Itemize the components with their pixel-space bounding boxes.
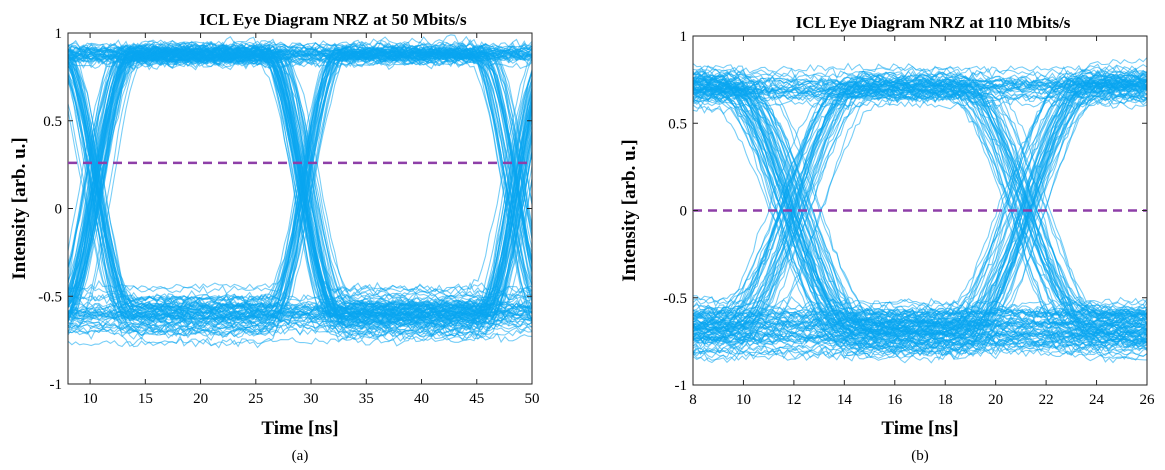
x-tick-label: 15 [138,391,153,407]
waveform-trace [68,45,532,322]
y-tick-label: 0 [55,202,63,218]
x-tick-label: 26 [1140,392,1156,408]
waveform-trace [693,91,1147,347]
x-tick-label: 35 [359,391,374,407]
y-tick-label: 0.5 [668,116,687,132]
waveform-trace [68,47,532,312]
waveform-trace [693,62,1147,317]
x-tick-label: 30 [304,391,319,407]
chart-title: ICL Eye Diagram NRZ at 110 Mbits/s [796,13,1071,32]
x-tick-label: 20 [193,391,208,407]
y-ticks: -1 -0.5 0 0.5 1 [38,26,532,393]
panel-caption: (b) [911,448,929,464]
waveform-trace [693,66,1147,80]
waveform-trace [68,49,532,314]
x-ticks: 8 10 12 14 16 18 20 22 24 26 [689,36,1155,408]
x-axis-label: Time [ns] [881,418,958,439]
trace-bundle [693,57,1147,364]
x-tick-label: 14 [837,392,853,408]
x-tick-label: 22 [1039,392,1054,408]
waveform-trace [693,70,1147,361]
y-tick-label: -0.5 [663,291,687,307]
y-tick-label: 1 [55,26,63,42]
waveform-trace [693,82,1147,343]
waveform-trace [693,67,1147,324]
waveform-trace [68,45,532,319]
waveform-trace [693,76,1147,88]
waveform-trace [68,55,532,312]
waveform-trace [693,85,1147,328]
waveform-trace [693,89,1147,339]
x-tick-label: 16 [887,392,903,408]
x-axis-label: Time [ns] [261,418,338,439]
x-tick-label: 45 [469,391,484,407]
chart-title: ICL Eye Diagram NRZ at 50 Mbits/s [199,10,467,29]
waveform-trace [693,75,1147,342]
waveform-trace [693,345,1147,360]
waveform-trace [68,132,532,338]
waveform-trace [68,103,532,310]
y-tick-label: -1 [50,377,63,393]
waveform-trace [68,319,532,334]
x-tick-label: 8 [689,392,697,408]
x-tick-label: 10 [736,392,751,408]
waveform-trace [68,50,532,331]
waveform-trace [68,55,532,292]
waveform-trace [68,50,532,305]
waveform-trace [693,332,1147,348]
waveform-trace [693,98,1147,337]
waveform-trace [68,44,532,327]
waveform-trace [693,97,1147,111]
waveform-trace [693,89,1147,331]
waveform-trace [68,47,532,318]
waveform-trace [68,117,532,331]
x-tick-label: 12 [786,392,801,408]
waveform-trace [693,88,1147,331]
waveform-trace [693,83,1147,315]
y-tick-label: 0 [680,204,688,220]
waveform-trace [68,289,532,303]
waveform-trace [68,73,532,349]
x-ticks: 10 15 20 25 30 35 40 45 50 [83,33,540,407]
waveform-trace [693,63,1147,335]
panel-caption: (a) [292,448,309,464]
waveform-trace [693,317,1147,331]
x-tick-label: 24 [1089,392,1105,408]
waveform-trace [68,49,532,325]
eye-diagram-110mbps: 8 10 12 14 16 18 20 22 24 26 -1 -0.5 0 0.5 1 ICL Eye … [619,13,1155,464]
eye-diagram-50mbps: 10 15 20 25 30 35 40 45 50 -1 -0.5 0 0.5 1 ICL Eye D… [9,10,540,464]
waveform-trace [693,339,1147,355]
y-axis-label: Intensity [arb. u.] [9,137,30,280]
waveform-trace [68,45,532,335]
y-tick-label: 1 [680,29,688,45]
y-tick-label: -0.5 [38,289,62,305]
x-tick-label: 10 [83,391,98,407]
y-ticks: -1 -0.5 0 0.5 1 [663,29,1147,394]
waveform-trace [693,78,1147,338]
waveform-trace [693,71,1147,331]
x-tick-label: 50 [525,391,540,407]
y-tick-label: 0.5 [43,114,62,130]
waveform-trace [693,87,1147,350]
waveform-trace [693,90,1147,364]
x-tick-label: 25 [248,391,263,407]
waveform-trace [693,84,1147,332]
waveform-trace [68,50,532,295]
x-tick-label: 18 [938,392,953,408]
y-tick-label: -1 [675,378,688,394]
x-tick-label: 40 [414,391,429,407]
waveform-trace [68,56,532,324]
waveform-trace [693,69,1147,341]
y-axis-label: Intensity [arb. u.] [619,139,640,282]
x-tick-label: 20 [988,392,1003,408]
trace-bundle [68,34,532,349]
waveform-trace [693,89,1147,352]
waveform-trace [693,305,1147,320]
